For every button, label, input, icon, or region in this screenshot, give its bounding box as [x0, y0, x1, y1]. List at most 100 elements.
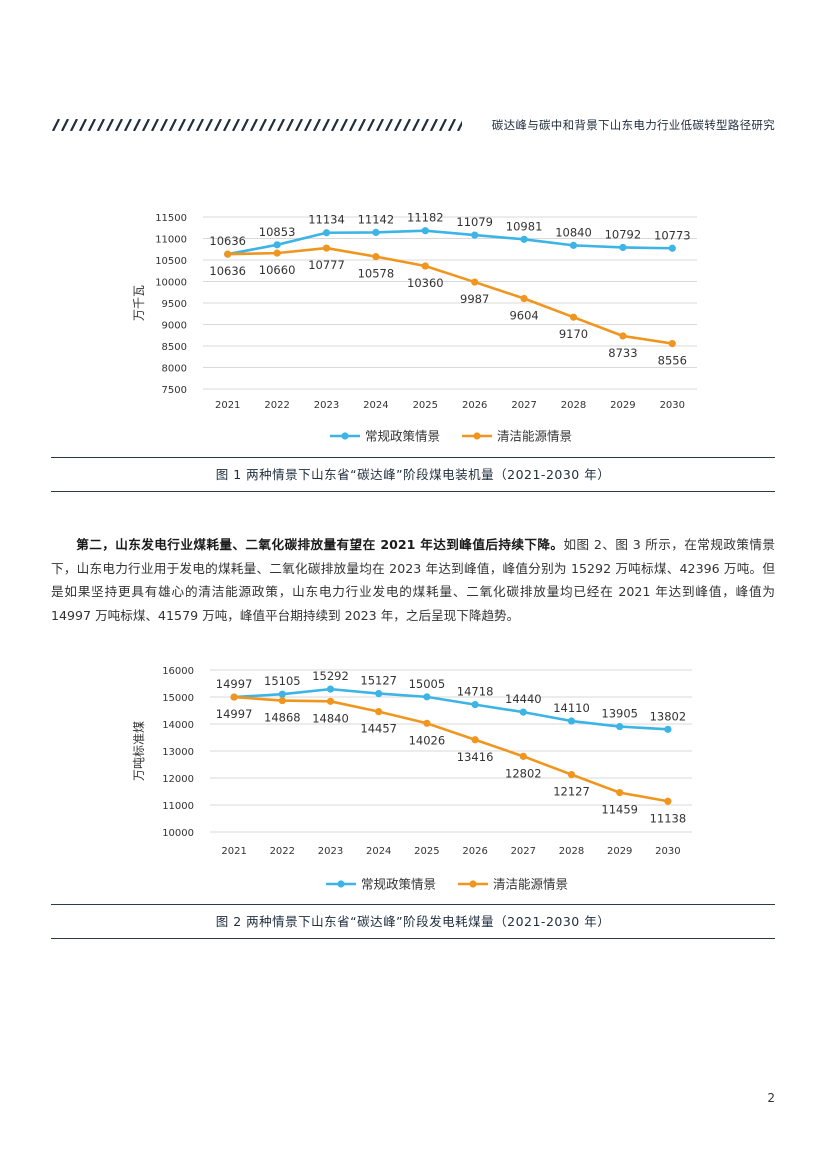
x-tick-label: 2027 [511, 400, 536, 411]
data-label: 8733 [608, 346, 637, 360]
x-tick-label: 2024 [366, 846, 391, 857]
data-point [278, 690, 286, 698]
figure-2-caption: 图 2 两种情景下山东省“碳达峰”阶段发电耗煤量（2021-2030 年） [51, 904, 775, 939]
data-point [273, 249, 281, 257]
data-point [616, 722, 624, 731]
data-point [569, 241, 578, 249]
data-point [273, 241, 281, 249]
y-tick-label: 8500 [162, 342, 187, 353]
series-line-clean [227, 246, 673, 345]
paragraph-lead: 第二，山东发电行业煤耗量、二氧化碳排放量有望在 2021 年达到峰值后持续下降。 [76, 537, 564, 552]
data-label: 10792 [605, 227, 642, 241]
y-tick-label: 9000 [162, 321, 187, 332]
series-line-policy [234, 687, 668, 731]
data-label: 14997 [216, 677, 253, 691]
x-tick-label: 2024 [363, 400, 388, 411]
x-tick-label: 2029 [610, 400, 635, 411]
data-label: 10360 [407, 276, 444, 290]
y-axis-label: 万千瓦 [132, 285, 146, 321]
data-point [471, 278, 479, 286]
x-tick-label: 2021 [215, 400, 240, 411]
data-point [668, 339, 676, 348]
data-point [230, 693, 238, 701]
data-label: 10777 [308, 258, 345, 272]
data-point [569, 313, 578, 321]
y-tick-label: 10000 [155, 278, 187, 289]
y-tick-label: 12000 [162, 774, 194, 785]
data-label: 9170 [559, 327, 588, 341]
series-line-clean [234, 695, 669, 803]
data-point [471, 736, 479, 744]
data-label: 15005 [409, 677, 446, 691]
y-tick-label: 14000 [162, 720, 194, 731]
data-point [567, 770, 576, 779]
legend-entry: 常规政策情景 [326, 877, 436, 892]
legend-label: 清洁能源情景 [497, 429, 572, 444]
data-label: 15105 [264, 674, 301, 688]
data-point [372, 228, 380, 236]
data-point [520, 235, 528, 243]
figure-2-svg: 10000 11000 12000 13000 14000 15000 16000 2021 2… [132, 666, 692, 892]
x-tick-label: 2029 [607, 846, 632, 857]
data-point [421, 262, 429, 270]
data-label: 14868 [264, 711, 301, 725]
x-tick-label: 2025 [413, 400, 438, 411]
data-label: 12802 [505, 766, 542, 780]
data-label: 9987 [460, 292, 489, 306]
data-label: 8556 [658, 354, 687, 368]
series-line-policy [227, 229, 673, 256]
data-label: 15292 [312, 669, 349, 683]
data-point [616, 789, 624, 797]
legend-marker [337, 880, 345, 888]
x-tick-label: 2023 [314, 400, 339, 411]
data-label: 15127 [360, 674, 397, 688]
data-point [326, 685, 335, 693]
data-point [423, 719, 431, 727]
legend-marker [341, 432, 349, 440]
data-point [372, 253, 380, 261]
x-tick-label: 2021 [221, 846, 246, 857]
y-tick-label: 16000 [162, 666, 194, 677]
y-tick-label: 13000 [162, 747, 194, 758]
figure-2-chart: 10000 11000 12000 13000 14000 15000 16000 2021 2… [0, 655, 827, 904]
y-axis-label: 万吨标准煤 [132, 721, 146, 781]
x-tick-label: 2028 [559, 846, 584, 857]
data-point [322, 244, 331, 252]
x-tick-label: 2026 [462, 846, 487, 857]
y-tick-label: 11000 [162, 801, 194, 812]
legend-label: 常规政策情景 [365, 429, 440, 444]
x-tick-label: 2023 [318, 846, 343, 857]
x-tick-label: 2026 [462, 400, 487, 411]
data-point [471, 701, 479, 709]
data-label: 10578 [358, 267, 395, 281]
data-point [664, 797, 672, 805]
y-tick-label: 11500 [155, 213, 187, 224]
x-tick-label: 2030 [655, 846, 680, 857]
x-tick-label: 2022 [264, 400, 289, 411]
data-point [519, 708, 527, 716]
legend-entry: 常规政策情景 [330, 429, 440, 444]
data-point [224, 250, 232, 258]
data-point [668, 244, 676, 252]
data-label: 10660 [259, 263, 296, 277]
data-label: 11138 [650, 811, 687, 825]
header-stripe-decoration [51, 119, 462, 131]
x-tick-label: 2022 [270, 846, 295, 857]
legend-marker [473, 432, 481, 440]
x-tick-label: 2030 [660, 400, 685, 411]
data-label: 14026 [409, 733, 446, 747]
data-point [375, 708, 383, 716]
data-point [278, 696, 286, 705]
data-label: 10636 [209, 264, 246, 278]
data-point [423, 693, 431, 701]
data-point [619, 332, 627, 340]
legend-entry: 清洁能源情景 [458, 877, 568, 892]
legend-entry: 清洁能源情景 [462, 429, 572, 444]
data-point [322, 229, 331, 237]
data-label: 14718 [457, 685, 494, 699]
data-point [326, 697, 335, 705]
data-point [664, 725, 672, 733]
data-point [520, 294, 528, 303]
data-label: 14440 [505, 692, 542, 706]
data-label: 13802 [650, 709, 687, 723]
